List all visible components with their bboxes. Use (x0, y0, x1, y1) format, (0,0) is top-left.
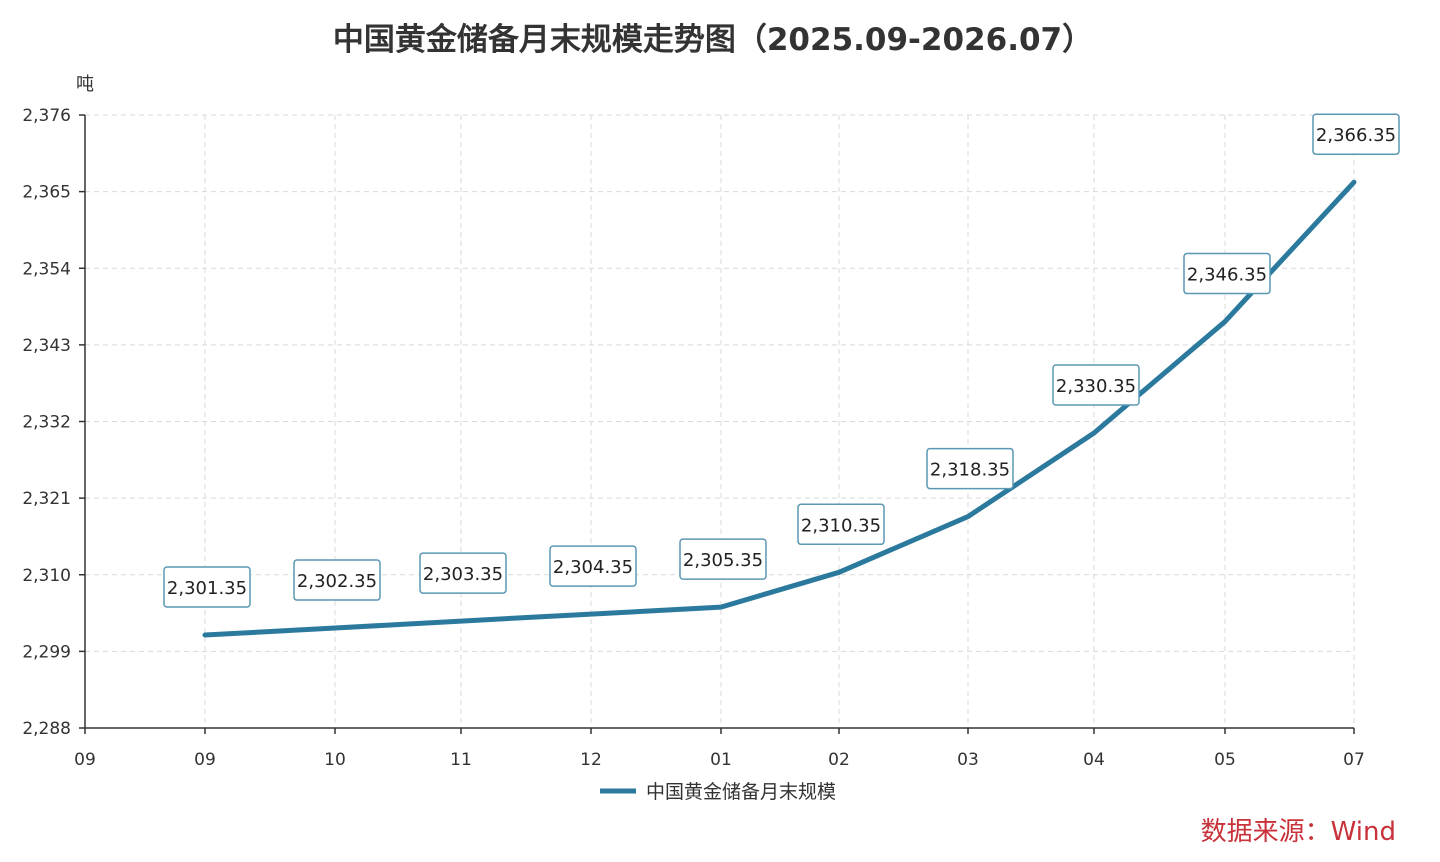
data-label: 2,304.35 (549, 545, 637, 587)
data-label-text: 2,346.35 (1187, 265, 1267, 286)
data-label-text: 2,366.35 (1316, 125, 1396, 146)
data-label: 2,302.35 (293, 559, 381, 601)
data-label: 2,318.35 (926, 447, 1014, 490)
data-label-box (549, 545, 637, 587)
data-label-box (293, 559, 381, 601)
series-layer (202, 179, 1357, 638)
data-label-box (679, 538, 767, 580)
x-tick-label: 09 (74, 750, 96, 770)
x-tick-label: 04 (1083, 750, 1105, 770)
data-label-box (1183, 252, 1271, 295)
data-source: 数据来源：Wind (1201, 817, 1396, 847)
x-tick-label: 05 (1214, 750, 1236, 770)
data-label: 2,305.35 (679, 538, 767, 580)
data-label-text: 2,301.35 (167, 578, 247, 599)
x-tick-label: 12 (580, 750, 602, 770)
y-tick-label: 2,365 (22, 183, 71, 203)
x-tick-label: 01 (710, 750, 732, 770)
y-tick-label: 2,376 (22, 106, 71, 126)
x-tick-label: 02 (828, 750, 850, 770)
data-label-box (419, 552, 507, 594)
x-tick-label: 03 (957, 750, 979, 770)
data-label-text: 2,303.35 (423, 564, 503, 585)
chart-title: 中国黄金储备月末规模走势图（2025.09-2026.07） (333, 22, 1093, 58)
data-labels: 2,301.35 2,302.35 2,303.35 2,304.35 2,305.35… (163, 113, 1400, 608)
data-label-text: 2,330.35 (1056, 376, 1136, 397)
data-label-box (926, 447, 1014, 490)
y-tick-label: 2,354 (22, 259, 71, 279)
data-label-text: 2,302.35 (297, 571, 377, 592)
data-label-box (163, 566, 251, 608)
data-label-text: 2,304.35 (553, 557, 633, 578)
x-tick-label: 10 (324, 750, 346, 770)
y-axis-unit: 吨 (76, 74, 94, 95)
data-label-text: 2,318.35 (930, 460, 1010, 481)
data-label-box (797, 503, 885, 546)
x-tick-label: 11 (450, 750, 472, 770)
data-label-box (1052, 364, 1140, 406)
y-tick-label: 2,321 (22, 489, 71, 509)
axes: 2,288 2,299 2,310 2,321 2,332 2,343 2,354 2,365… (22, 106, 1364, 770)
data-label: 2,346.35 (1183, 252, 1271, 295)
data-label-text: 2,310.35 (801, 515, 881, 536)
data-label-box (1312, 113, 1400, 155)
y-tick-label: 2,310 (22, 566, 71, 586)
y-tick-label: 2,299 (22, 642, 71, 662)
x-tick-label: 07 (1343, 750, 1365, 770)
y-tick-label: 2,343 (22, 336, 71, 356)
data-label: 2,310.35 (797, 503, 885, 546)
series-line (202, 179, 1357, 638)
data-label: 2,330.35 (1052, 364, 1140, 406)
data-label-text: 2,305.35 (683, 550, 763, 571)
y-tick-label: 2,332 (22, 413, 71, 433)
legend-label: 中国黄金储备月末规模 (646, 781, 836, 803)
x-tick-label: 09 (194, 750, 216, 770)
data-label: 2,301.35 (163, 566, 251, 608)
data-label: 2,303.35 (419, 552, 507, 594)
legend: 中国黄金储备月末规模 (600, 781, 836, 803)
y-tick-label: 2,288 (22, 719, 71, 739)
data-label: 2,366.35 (1312, 113, 1400, 155)
grid-lines (85, 114, 1355, 728)
